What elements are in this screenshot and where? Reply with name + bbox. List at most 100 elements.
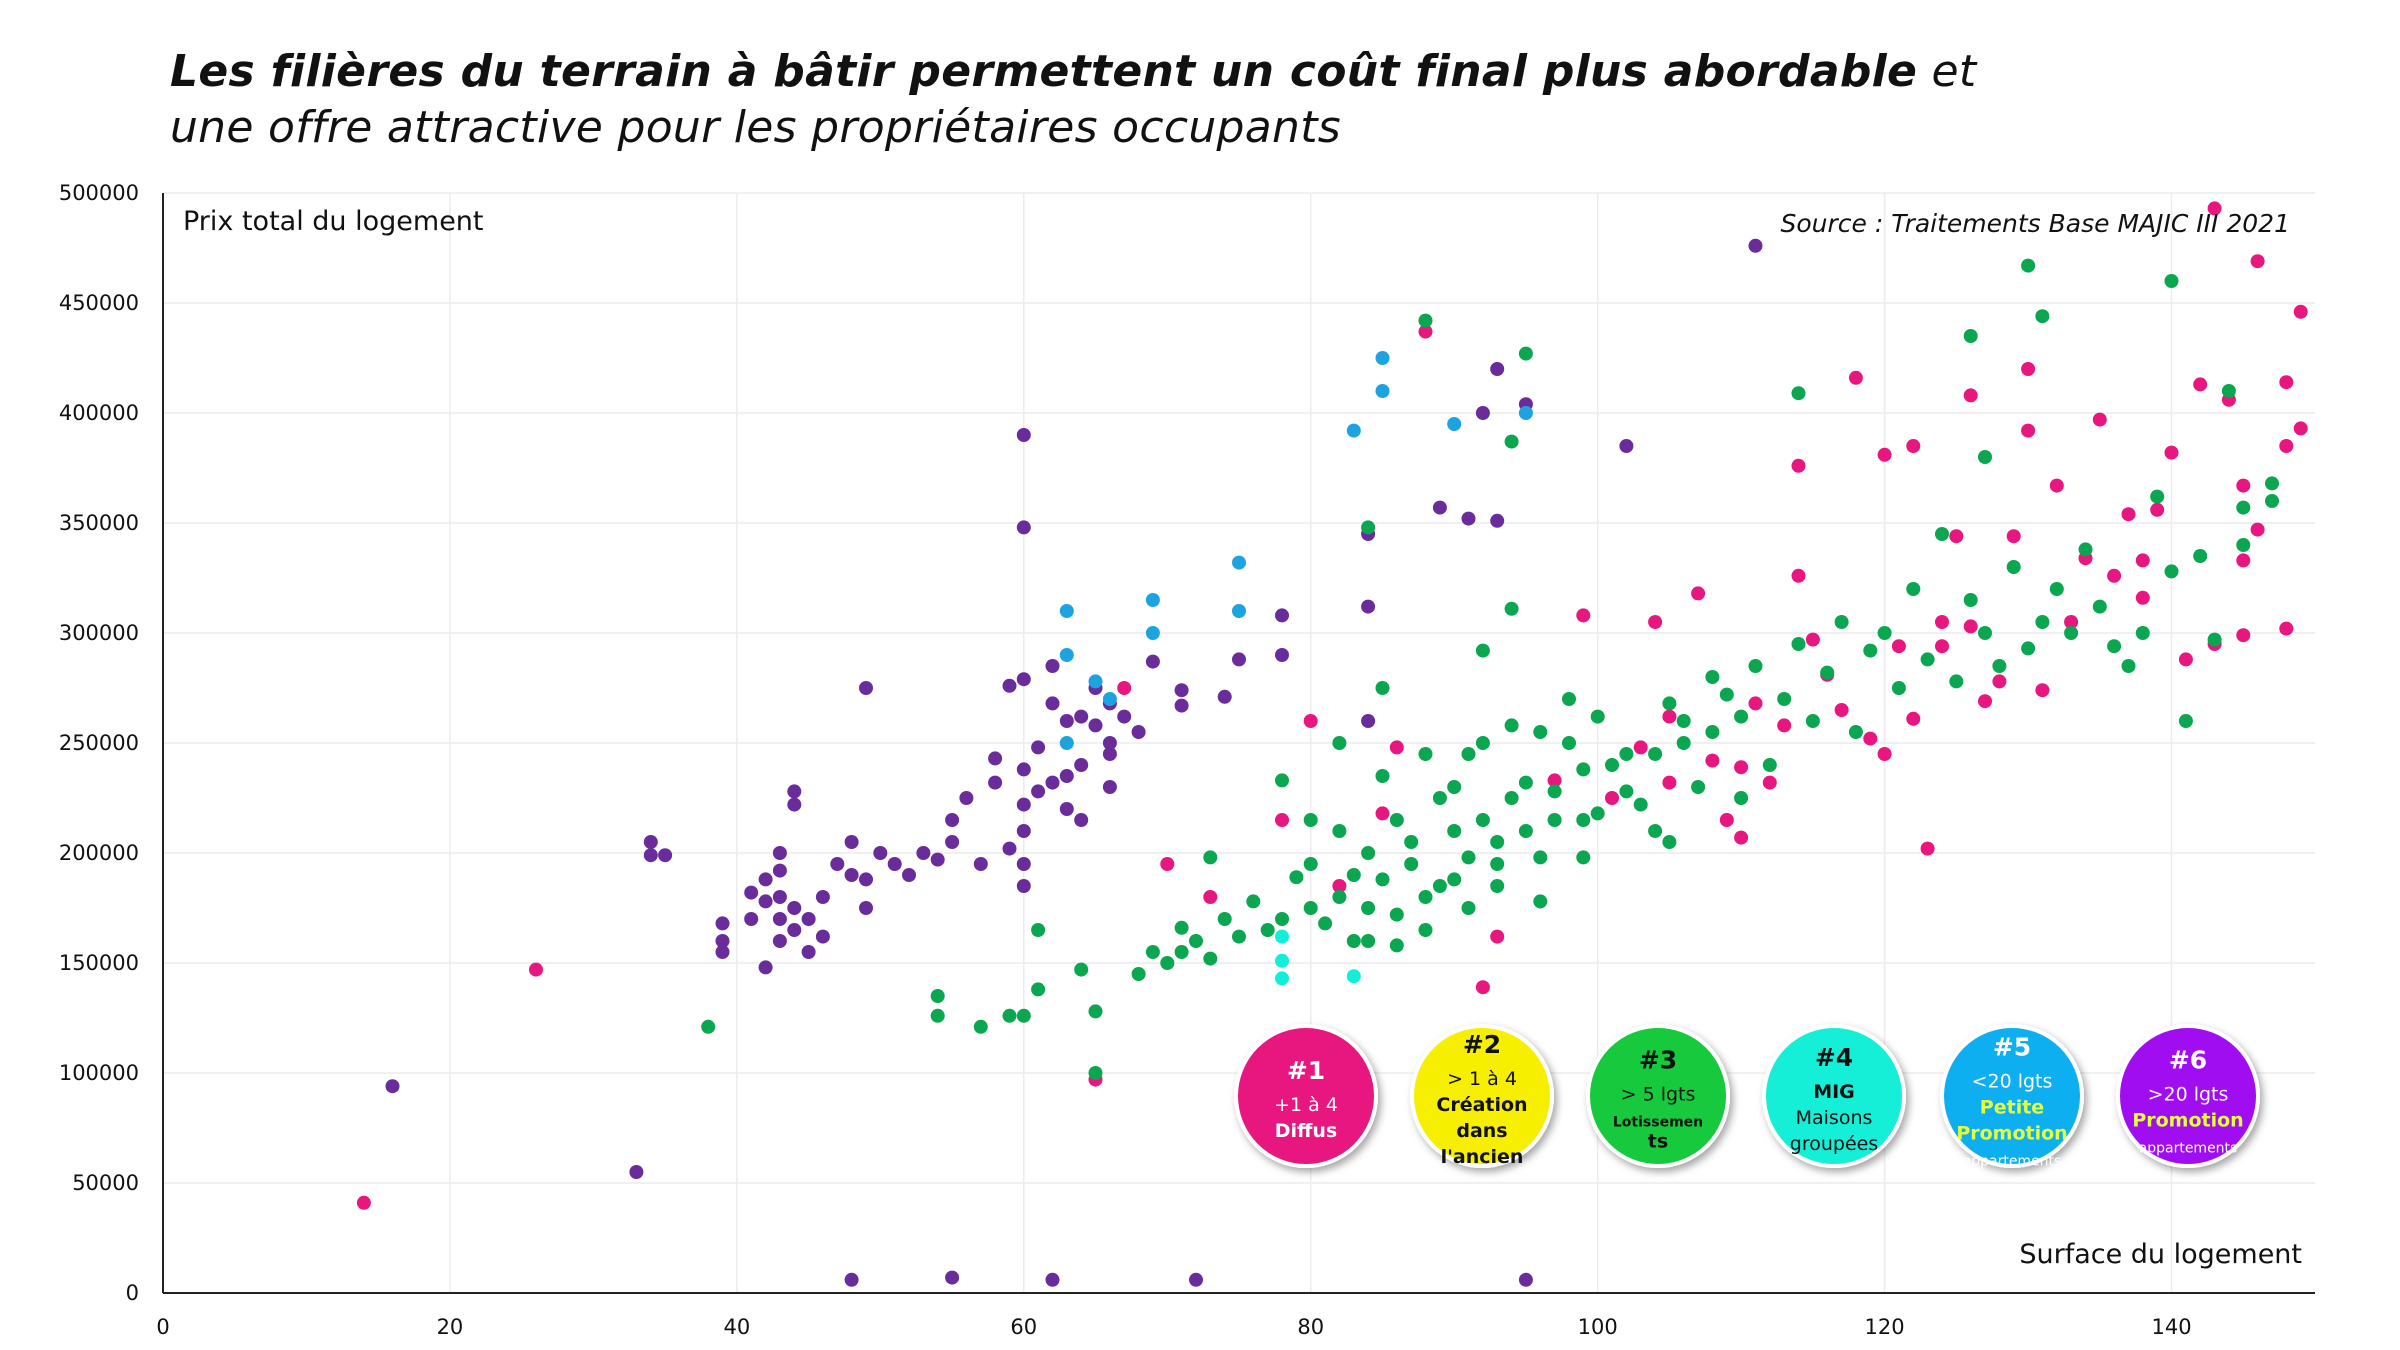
data-point	[1002, 1008, 1017, 1023]
data-point	[2150, 502, 2165, 517]
data-point	[1805, 714, 1820, 728]
data-point	[1102, 780, 1117, 794]
data-point	[2236, 478, 2251, 493]
data-point	[1217, 912, 1232, 926]
data-point	[1748, 238, 1763, 253]
data-point	[1145, 945, 1160, 959]
data-point	[1662, 696, 1677, 711]
legend-label: Lotissemen	[1613, 1115, 1703, 1131]
data-point	[1633, 797, 1648, 812]
data-point	[1935, 615, 1949, 629]
data-point	[1232, 555, 1246, 570]
data-point	[2250, 522, 2265, 537]
data-point	[815, 890, 830, 904]
data-point	[529, 962, 543, 977]
data-point	[859, 681, 873, 695]
data-point	[1576, 608, 1591, 623]
data-point	[1992, 674, 2007, 689]
data-point	[1533, 725, 1548, 739]
data-point	[1002, 678, 1017, 693]
data-point	[1949, 529, 1964, 544]
data-point	[859, 872, 873, 887]
legend-label: Promotion	[1956, 1123, 2067, 1145]
data-point	[1777, 692, 1792, 706]
data-point	[1533, 850, 1548, 865]
data-point	[715, 945, 730, 959]
y-tick-label: 500000	[59, 181, 139, 205]
data-point	[2035, 615, 2050, 629]
data-point	[1189, 1272, 1203, 1287]
data-point	[2107, 568, 2122, 583]
data-point	[1863, 731, 1878, 746]
data-point	[2178, 714, 2193, 728]
data-point	[973, 1019, 988, 1034]
data-point	[1275, 773, 1289, 788]
data-point	[1389, 938, 1404, 953]
data-point	[2265, 476, 2279, 491]
data-point	[2164, 564, 2179, 579]
data-point	[758, 894, 773, 909]
data-point	[1562, 736, 1576, 750]
data-point	[787, 923, 802, 937]
data-point	[2164, 274, 2179, 288]
data-point	[1361, 599, 1376, 614]
legend-label: MIG	[1813, 1081, 1855, 1103]
data-point	[1174, 945, 1189, 959]
data-point	[1059, 604, 1074, 618]
data-point	[1475, 980, 1490, 995]
data-point	[2236, 500, 2251, 515]
data-point	[2006, 560, 2021, 574]
data-point	[1504, 718, 1519, 733]
data-point	[1289, 870, 1304, 885]
data-point	[643, 848, 658, 863]
data-point	[1490, 835, 1505, 849]
data-point	[1074, 813, 1089, 827]
title-line-2: une offre attractive pour les propriétai…	[170, 102, 1341, 153]
legend-label: Promotion	[2132, 1110, 2243, 1132]
data-point	[1102, 747, 1117, 761]
data-points	[356, 201, 2308, 1287]
data-point	[1346, 868, 1361, 882]
data-point	[1016, 1008, 1031, 1023]
legend-number: #2	[1463, 1030, 1501, 1059]
y-tick-label: 0	[126, 1281, 139, 1305]
legend-label: appartements	[1963, 1154, 2062, 1170]
data-point	[1447, 824, 1462, 838]
data-point	[1547, 773, 1562, 788]
data-point	[1203, 890, 1218, 904]
data-point	[1848, 370, 1863, 385]
data-point	[1748, 696, 1763, 711]
data-point	[1303, 857, 1318, 871]
legend-label: groupées	[1790, 1133, 1878, 1155]
legend-badge: #2 > 1 à 4 Création dans l'ancien	[1410, 1024, 1554, 1168]
data-point	[1174, 920, 1189, 935]
data-point	[1518, 775, 1533, 790]
data-point	[1432, 791, 1447, 805]
y-tick-label: 450000	[59, 291, 139, 315]
data-point	[1648, 824, 1663, 838]
data-point	[1303, 813, 1318, 827]
data-point	[2279, 375, 2294, 390]
data-point	[1031, 923, 1046, 937]
data-point	[1920, 841, 1935, 856]
x-tick-label: 20	[437, 1315, 464, 1339]
data-point	[1203, 850, 1218, 865]
data-point	[356, 1195, 371, 1210]
data-point	[1978, 694, 1992, 709]
data-point	[1361, 846, 1376, 860]
data-point	[1318, 916, 1333, 931]
legend-label: ts	[1648, 1131, 1668, 1153]
data-point	[2021, 362, 2036, 376]
data-point	[2250, 254, 2265, 269]
data-point	[844, 1272, 859, 1287]
data-point	[1461, 850, 1476, 865]
data-point	[1346, 423, 1361, 438]
data-point	[1447, 417, 1462, 431]
data-point	[1375, 806, 1390, 821]
data-point	[801, 945, 816, 959]
data-point	[2035, 683, 2050, 698]
data-point	[1375, 769, 1390, 783]
data-point	[1189, 934, 1203, 948]
data-point	[2078, 542, 2093, 557]
data-point	[1016, 879, 1031, 893]
